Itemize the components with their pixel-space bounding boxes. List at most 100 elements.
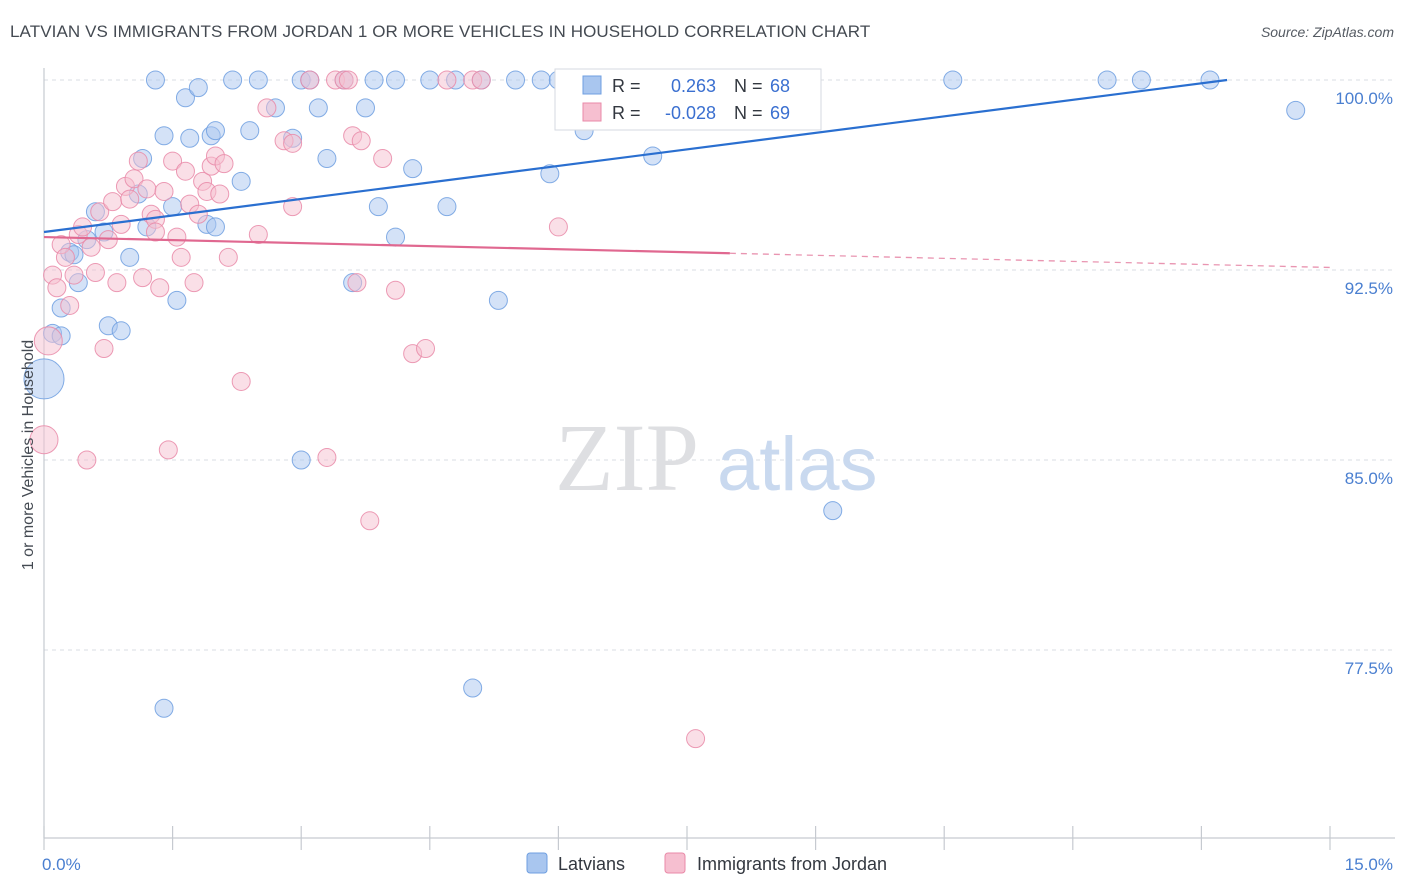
watermark: ZIP atlas — [555, 404, 878, 511]
jordan-point-64 — [548, 217, 568, 237]
jordan-point-33 — [175, 161, 195, 181]
chart-title: LATVIAN VS IMMIGRANTS FROM JORDAN 1 OR M… — [10, 22, 871, 41]
latvian-point-30 — [248, 70, 268, 90]
jordan-point-30 — [163, 151, 183, 171]
legend-swatch-jordan — [582, 102, 602, 122]
jordan-point-66 — [338, 70, 358, 90]
source-label: Source: ZipAtlas.com — [1260, 24, 1394, 40]
latvian-point-25 — [205, 121, 225, 141]
latvian-point-39 — [356, 98, 375, 118]
legend-r-label-jordan: R = — [612, 103, 641, 123]
jordan-point-12 — [85, 263, 105, 283]
jordan-point-0 — [29, 425, 59, 455]
legend-r-label-latvians: R = — [612, 76, 641, 96]
watermark-atlas: atlas — [717, 422, 878, 507]
legend-n-label-jordan: N = — [734, 103, 763, 123]
jordan-point-13 — [90, 202, 110, 222]
jordan-point-56 — [360, 511, 380, 531]
jordan-point-46 — [257, 98, 277, 118]
jordan-point-54 — [347, 273, 367, 293]
trend-lines — [43, 78, 1331, 269]
jordan-point-41 — [210, 184, 230, 204]
jordan-point-58 — [386, 280, 406, 300]
latvian-point-43 — [403, 159, 423, 179]
trend-line-jordan — [43, 235, 730, 255]
watermark-zip: ZIP — [555, 404, 699, 511]
latvian-point-36 — [317, 149, 337, 169]
jordan-point-11 — [81, 237, 101, 257]
legend-n-label-latvians: N = — [734, 76, 763, 96]
latvian-point-0 — [23, 358, 65, 400]
latvian-point-19 — [167, 290, 187, 310]
bottom-legend: Latvians Immigrants from Jordan — [526, 852, 887, 874]
latvian-point-28 — [231, 171, 251, 191]
legend-n-value-latvians: 68 — [770, 76, 790, 96]
latvian-point-11 — [111, 321, 131, 341]
trend-line-jordan-extrapolated — [729, 252, 1331, 269]
latvian-point-40 — [364, 70, 384, 90]
jordan-point-49 — [300, 70, 320, 90]
jordan-point-27 — [150, 278, 170, 298]
latvian-point-29 — [240, 121, 260, 141]
legend-r-value-jordan: -0.028 — [665, 103, 716, 123]
latvian-point-35 — [308, 98, 328, 118]
jordan-point-10 — [77, 450, 97, 470]
jordan-point-20 — [120, 189, 140, 209]
latvian-point-61 — [1131, 70, 1151, 90]
jordan-point-21 — [124, 169, 144, 189]
jordan-point-45 — [248, 225, 268, 245]
stats-legend: R = 0.263 N = 68 R = -0.028 N = 69 — [554, 68, 822, 131]
latvian-point-44 — [420, 70, 440, 90]
latvian-point-62 — [1200, 70, 1220, 90]
x-tick-label-1: 15.0% — [1345, 855, 1393, 874]
latvian-point-26 — [205, 217, 225, 237]
jordan-point-50 — [317, 447, 337, 467]
jordan-point-57 — [373, 149, 393, 169]
latvian-point-64 — [154, 698, 174, 718]
jordan-point-3 — [47, 278, 67, 298]
x-tick-label-0: 0.0% — [42, 855, 81, 874]
series-immigrants-from-jordan — [29, 70, 706, 749]
jordan-point-43 — [218, 247, 238, 267]
gridlines — [44, 79, 1395, 651]
bottom-legend-label-jordan: Immigrants from Jordan — [697, 854, 887, 874]
latvian-point-12 — [120, 247, 140, 267]
latvian-point-67 — [386, 227, 406, 247]
jordan-point-16 — [103, 192, 123, 212]
jordan-point-60 — [416, 339, 436, 359]
bottom-legend-label-latvians: Latvians — [558, 854, 625, 874]
latvian-point-65 — [463, 678, 483, 698]
latvian-point-58 — [823, 501, 843, 521]
jordan-point-24 — [137, 179, 157, 199]
latvian-point-63 — [1286, 100, 1306, 120]
latvian-point-53 — [488, 290, 508, 310]
latvian-point-66 — [291, 450, 311, 470]
jordan-point-22 — [128, 151, 148, 171]
latvian-point-55 — [643, 146, 663, 166]
jordan-point-14 — [94, 339, 114, 359]
bottom-legend-swatch-latvians — [526, 852, 548, 874]
latvian-point-60 — [1097, 70, 1117, 90]
jordan-point-65 — [686, 729, 706, 749]
y-tick-label-3: 77.5% — [1345, 659, 1393, 678]
jordan-point-35 — [184, 273, 204, 293]
jordan-point-36 — [188, 204, 208, 224]
jordan-point-61 — [437, 70, 457, 90]
y-tick-labels: 100.0% 92.5% 85.0% 77.5% — [1335, 89, 1393, 678]
trend-line-latvians — [43, 78, 1228, 234]
latvian-point-27 — [223, 70, 243, 90]
latvian-point-21 — [180, 128, 200, 148]
jordan-point-23 — [133, 268, 153, 288]
latvian-point-50 — [540, 164, 560, 184]
jordan-point-5 — [55, 247, 75, 267]
latvian-point-20 — [175, 88, 195, 108]
latvian-point-48 — [506, 70, 526, 90]
latvian-point-59 — [943, 70, 963, 90]
jordan-point-55 — [351, 131, 371, 151]
jordan-point-31 — [167, 227, 187, 247]
jordan-point-28 — [154, 181, 174, 201]
bottom-legend-swatch-jordan — [664, 852, 686, 874]
jordan-point-67 — [283, 197, 303, 217]
y-tick-label-2: 85.0% — [1345, 469, 1393, 488]
